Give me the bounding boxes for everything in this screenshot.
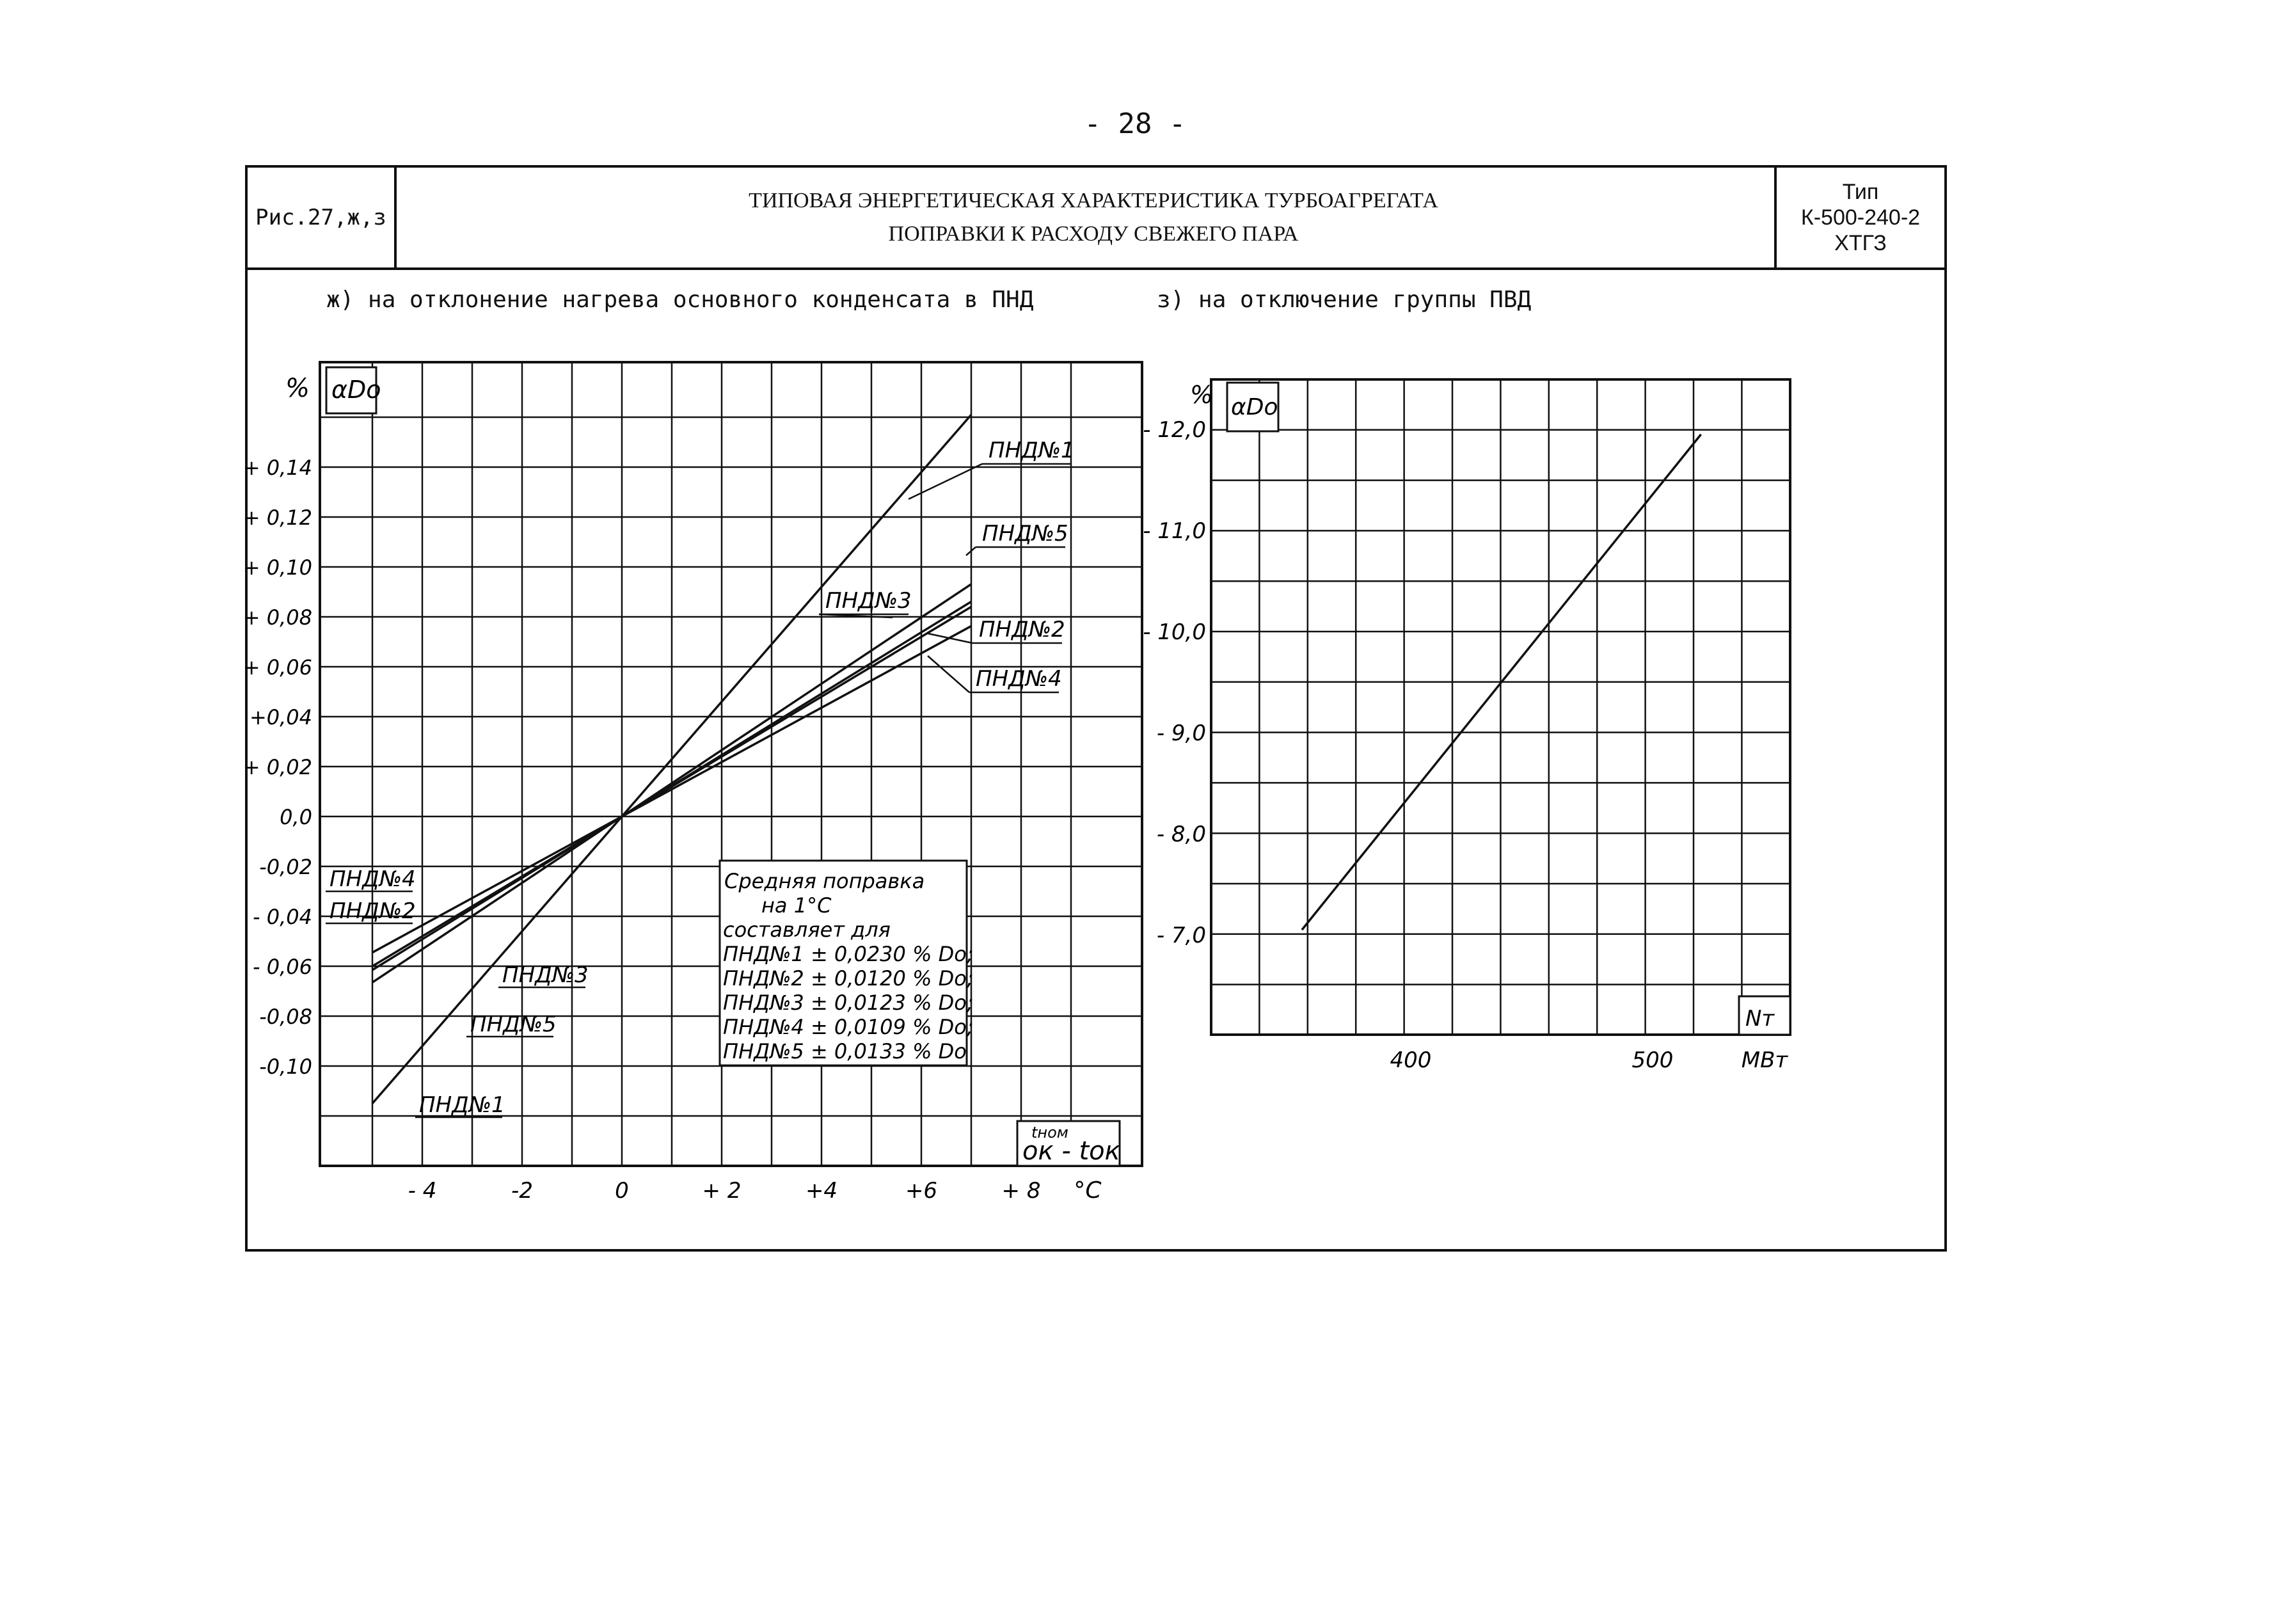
y-tick-label: + 0,14 bbox=[243, 456, 312, 480]
note-line: ПНД№1 ± 0,0230 % Dо; bbox=[723, 942, 974, 966]
xlabel-bottom: ок - tок bbox=[1022, 1136, 1120, 1166]
legend-label-left: ПНД№5 bbox=[470, 1012, 557, 1037]
ylabel-box bbox=[325, 366, 377, 415]
drawing-frame: Рис.27,ж,з ТИПОВАЯ ЭНЕРГЕТИЧЕСКАЯ ХАРАКТ… bbox=[245, 165, 1947, 1252]
chart-left-caption: ж) на отклонение нагрева основного конде… bbox=[326, 287, 1034, 313]
series-line-пнд-5 bbox=[372, 583, 972, 983]
legend-label-left: ПНД№2 bbox=[329, 898, 416, 924]
xlabel-box bbox=[1016, 1120, 1121, 1167]
series-line-пнд-4 bbox=[372, 625, 972, 954]
legend-label-left: ПНД№1 bbox=[419, 1092, 505, 1118]
x-tick-label: +4 bbox=[806, 1178, 837, 1204]
x-tick-label: - 4 bbox=[408, 1178, 437, 1204]
y-tick-label: +0,04 bbox=[250, 705, 312, 729]
y-tick-label: -0,10 bbox=[259, 1055, 312, 1079]
type-label: Тип bbox=[1842, 180, 1879, 204]
x-tick-label: + 2 bbox=[702, 1178, 742, 1204]
type-model: К-500-240-2 bbox=[1800, 205, 1921, 230]
note-line: на 1°С bbox=[761, 893, 832, 918]
y-tick-label: + 0,12 bbox=[243, 506, 312, 530]
y-tick-label: - 10,0 bbox=[1143, 619, 1206, 645]
xlabel-box bbox=[1738, 995, 1791, 1036]
y-tick-label: + 0,06 bbox=[243, 655, 312, 680]
plot-border bbox=[319, 361, 1143, 1167]
legend-label-right: ПНД№3 bbox=[825, 588, 912, 614]
legend-label-left: ПНД№4 bbox=[329, 866, 416, 892]
y-tick-label: - 12,0 bbox=[1143, 417, 1206, 443]
legend-label-left: ПНД№3 bbox=[502, 962, 589, 988]
chart-condensate-heating: αDo% + 0,14 + 0,12 + 0,10 + 0,08 + 0,06 +0,04 +… bbox=[243, 361, 1143, 1204]
series-line-пнд-3 bbox=[372, 600, 972, 971]
page-number: - 28 - bbox=[1084, 107, 1186, 140]
chart-right-caption: з) на отключение группы ПВД bbox=[1157, 287, 1532, 313]
x-unit-label: °С bbox=[1074, 1177, 1102, 1204]
xlabel: Nт bbox=[1745, 1006, 1775, 1031]
legend-label-right: ПНД№1 bbox=[988, 438, 1075, 463]
note-line: ПНД№2 ± 0,0120 % Dо; bbox=[723, 966, 974, 991]
title-line-1: ТИПОВАЯ ЭНЕРГЕТИЧЕСКАЯ ХАРАКТЕРИСТИКА ТУ… bbox=[749, 189, 1438, 212]
ylabel-box bbox=[1226, 381, 1280, 433]
y-tick-label: - 8,0 bbox=[1157, 822, 1206, 847]
y-tick-label: + 0,08 bbox=[243, 605, 312, 630]
legend-leader bbox=[927, 632, 973, 644]
note-line: ПНД№3 ± 0,0123 % Dо; bbox=[723, 991, 974, 1015]
ylabel-unit: % bbox=[285, 374, 310, 403]
title-block: Рис.27,ж,з ТИПОВАЯ ЭНЕРГЕТИЧЕСКАЯ ХАРАКТ… bbox=[248, 168, 1944, 270]
series-line-1 bbox=[1301, 433, 1702, 931]
type-cell: Тип К-500-240-2 ХТГЗ bbox=[1774, 168, 1944, 267]
legend-leader bbox=[908, 463, 983, 500]
legend-label-right: ПНД№4 bbox=[976, 666, 1062, 692]
note-line: Средняя поправка bbox=[724, 869, 925, 893]
xlabel-top: tном bbox=[1031, 1124, 1068, 1142]
legend-leader bbox=[965, 546, 976, 556]
y-tick-label: - 11,0 bbox=[1143, 518, 1206, 544]
title-cell: ТИПОВАЯ ЭНЕРГЕТИЧЕСКАЯ ХАРАКТЕРИСТИКА ТУ… bbox=[397, 168, 1790, 267]
legend-leader bbox=[818, 613, 893, 619]
note-line: ПНД№4 ± 0,0109 % Dо; bbox=[723, 1015, 974, 1039]
y-tick-label: + 0,02 bbox=[243, 755, 312, 779]
y-tick-label: - 0,04 bbox=[253, 905, 312, 929]
y-tick-label: -0,02 bbox=[259, 855, 312, 879]
x-tick-label: 400 bbox=[1390, 1047, 1432, 1073]
x-tick-label: + 8 bbox=[1002, 1178, 1041, 1204]
y-tick-label: + 0,10 bbox=[243, 555, 312, 580]
x-tick-label: 0 bbox=[615, 1178, 629, 1204]
title-line-2: ПОПРАВКИ К РАСХОДУ СВЕЖЕГО ПАРА bbox=[888, 222, 1299, 246]
ylabel: αDo bbox=[1231, 394, 1278, 420]
y-tick-label: - 7,0 bbox=[1157, 923, 1206, 948]
type-maker: ХТГЗ bbox=[1834, 231, 1887, 255]
note-line: ПНД№5 ± 0,0133 % Dо bbox=[723, 1039, 967, 1063]
y-tick-label: - 9,0 bbox=[1157, 720, 1206, 746]
x-tick-label: +6 bbox=[905, 1178, 937, 1204]
series-line-пнд-1 bbox=[371, 413, 972, 1104]
y-tick-label: 0,0 bbox=[280, 805, 312, 829]
figure-label: Рис.27,ж,з bbox=[248, 168, 397, 267]
chart-hpH-group-off: αDo% - 12,0 - 11,0 - 10,0 - 9,0 - 8,0 - 7,0 400… bbox=[1143, 378, 1791, 1073]
ylabel: αDo bbox=[331, 376, 381, 404]
note-box bbox=[718, 859, 968, 1067]
x-tick-label: 500 bbox=[1632, 1047, 1674, 1073]
x-tick-label: -2 bbox=[511, 1178, 533, 1204]
ylabel-unit: % bbox=[1190, 381, 1213, 409]
legend-leader bbox=[927, 655, 970, 693]
y-tick-label: - 0,06 bbox=[253, 955, 312, 979]
x-unit-label: МВт bbox=[1742, 1047, 1789, 1073]
legend-label-right: ПНД№5 bbox=[982, 521, 1068, 546]
note-line: составляет для bbox=[723, 918, 891, 942]
y-tick-label: -0,08 bbox=[259, 1005, 312, 1029]
legend-label-right: ПНД№2 bbox=[979, 617, 1065, 642]
